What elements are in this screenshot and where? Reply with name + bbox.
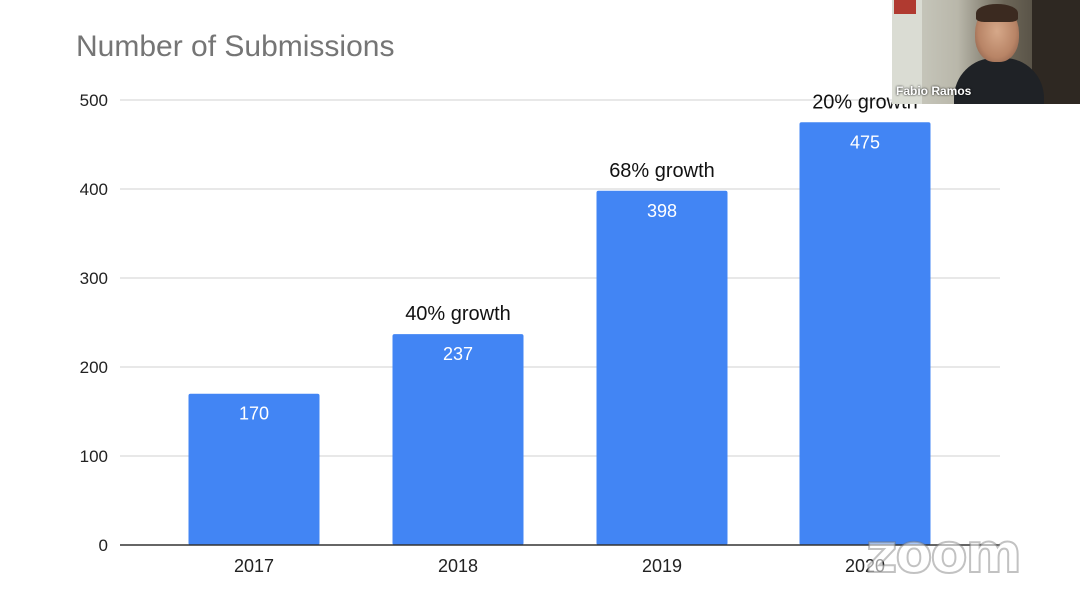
participant-name-label: Fabio Ramos bbox=[896, 84, 972, 98]
bar bbox=[392, 334, 524, 545]
chart-title: Number of Submissions bbox=[76, 30, 395, 63]
video-background-sign bbox=[894, 0, 916, 14]
growth-annotation: 68% growth bbox=[609, 160, 715, 182]
y-tick-label: 100 bbox=[80, 447, 108, 466]
x-tick-label: 2018 bbox=[438, 556, 478, 576]
y-tick-label: 500 bbox=[80, 91, 108, 110]
participant-hair bbox=[976, 4, 1018, 22]
data-label: 170 bbox=[239, 404, 269, 424]
participant-video-thumbnail[interactable] bbox=[892, 0, 1080, 104]
y-tick-label: 400 bbox=[80, 180, 108, 199]
y-tick-label: 300 bbox=[80, 269, 108, 288]
data-label: 237 bbox=[443, 344, 473, 364]
data-label: 475 bbox=[850, 132, 880, 152]
growth-annotation: 20% growth bbox=[812, 91, 918, 113]
bar bbox=[596, 190, 728, 545]
video-background-wall bbox=[892, 0, 922, 104]
x-tick-label: 2020 bbox=[845, 556, 885, 576]
y-tick-label: 0 bbox=[99, 536, 108, 555]
y-tick-label: 200 bbox=[80, 358, 108, 377]
x-tick-label: 2019 bbox=[642, 556, 682, 576]
growth-annotation: 40% growth bbox=[405, 303, 511, 325]
data-label: 398 bbox=[647, 201, 677, 221]
x-tick-label: 2017 bbox=[234, 556, 274, 576]
bar bbox=[188, 393, 320, 545]
bar bbox=[799, 122, 931, 545]
zoom-logo-watermark: zoom bbox=[865, 521, 1023, 586]
